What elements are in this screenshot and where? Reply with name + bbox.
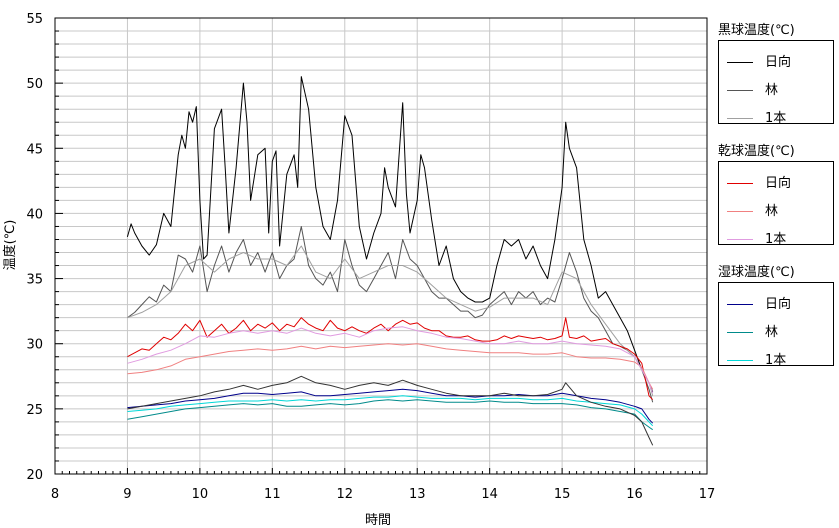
legend-swatch [727,90,753,91]
legend-label: 林 [765,204,779,219]
legend-label: 1本 [765,111,787,126]
series-line-6 [127,388,654,424]
series-line-0 [126,76,654,393]
y-tick-label: 40 [26,207,43,222]
series-line-9 [127,375,654,446]
x-tick-label: 16 [626,487,643,502]
series-layer [126,76,654,446]
series-line-3 [127,317,654,401]
legend-label: 1本 [765,232,787,247]
legend-swatch [727,332,753,333]
x-tick-label: 14 [481,487,498,502]
x-tick-label: 11 [264,487,281,502]
legend-box: 日向林 1本 [718,161,835,247]
x-axis-label: 時間 [365,513,391,528]
legend-label: 日向 [765,297,792,312]
legend-swatch [727,62,753,63]
legend-group: 黒球温度(℃) 日向林 1本 [718,22,835,126]
y-tick-label: 50 [26,77,43,92]
legend-label: 日向 [765,176,792,191]
legend-label: 林 [765,325,779,340]
legend-item: 日向 [719,295,835,315]
x-tick-label: 17 [699,487,716,502]
legend-box: 日向林 1本 [718,282,835,368]
y-axis-label: 温度(℃) [2,220,18,271]
legend-group: 乾球温度(℃) 日向林 1本 [718,143,835,247]
legend-item: 1本 [719,230,835,250]
legend-label: 林 [765,83,779,98]
y-tick-label: 20 [26,468,43,483]
y-tick-label: 45 [26,142,43,157]
legend-item: 林 [719,202,835,222]
legend-item: 日向 [719,53,835,73]
x-tick-label: 9 [123,487,131,502]
legend-group-title: 乾球温度(℃) [718,144,795,159]
y-tick-label: 25 [26,403,43,418]
series-line-7 [127,399,653,431]
legend-swatch [727,239,753,240]
legend-swatch [727,304,753,305]
legend-group: 湿球温度(℃) 日向林 1本 [718,264,835,368]
legend-label: 日向 [765,55,792,70]
x-tick-label: 10 [192,487,209,502]
series-line-2 [127,245,654,396]
legend-item: 林 [719,81,835,101]
legend-swatch [727,183,753,184]
legend-item: 1本 [719,109,835,129]
legend-label: 1本 [765,353,787,368]
x-tick-label: 8 [51,487,59,502]
legend-swatch [727,211,753,212]
legend-swatch [727,118,753,119]
x-tick-label: 15 [554,487,571,502]
axes [54,17,708,475]
y-tick-label: 35 [26,273,43,288]
series-line-4 [127,343,654,390]
y-tick-label: 30 [26,338,43,353]
legend-swatch [727,360,753,361]
legend-group-title: 湿球温度(℃) [718,265,795,280]
legend-item: 1本 [719,351,835,371]
x-tick-label: 13 [409,487,426,502]
legend-item: 林 [719,323,835,343]
x-tick-label: 12 [337,487,354,502]
legend-group-title: 黒球温度(℃) [718,23,795,38]
legend-box: 日向林 1本 [718,40,835,126]
x-tick-labels: 8 9 10 11 12 13 14 15 16 17 [51,487,715,502]
y-tick-labels: 20 25 30 35 40 45 50 55 [26,12,43,483]
y-tick-label: 55 [26,12,43,27]
series-line-5 [127,326,654,394]
series-line-8 [127,395,654,427]
legend-item: 日向 [719,174,835,194]
